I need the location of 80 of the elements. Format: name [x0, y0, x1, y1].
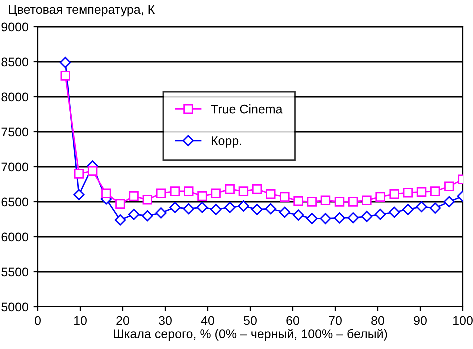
- point: [266, 189, 276, 200]
- x-tick-label: 70: [329, 316, 342, 326]
- y-tick-label: 8500: [2, 58, 28, 67]
- point: [279, 206, 291, 218]
- point: [252, 184, 262, 194]
- point: [280, 192, 290, 202]
- point: [444, 182, 454, 192]
- point: [184, 186, 194, 196]
- point: [210, 204, 222, 216]
- x-tick-label: 90: [414, 316, 427, 326]
- point: [374, 208, 386, 220]
- y-tick-label: 7000: [2, 162, 28, 172]
- point: [294, 196, 304, 206]
- point: [376, 192, 386, 202]
- x-tick-label: 30: [159, 316, 172, 326]
- x-tick-label: 60: [286, 316, 300, 326]
- x-tick-label: 20: [116, 316, 130, 326]
- point: [128, 208, 140, 220]
- point: [320, 196, 331, 206]
- point: [362, 196, 372, 206]
- point: [238, 186, 249, 196]
- point: [306, 213, 318, 224]
- point: [390, 189, 400, 200]
- point: [156, 188, 166, 198]
- x-tick-label: 100: [454, 316, 473, 326]
- point: [361, 211, 373, 222]
- point: [444, 196, 456, 208]
- point: [225, 184, 235, 194]
- point: [114, 214, 126, 226]
- y-tick-label: 7500: [2, 128, 28, 137]
- point: [430, 202, 441, 214]
- point: [211, 188, 221, 198]
- point: [348, 197, 358, 207]
- x-tick-label: 40: [201, 316, 214, 326]
- point: [142, 195, 153, 205]
- point: [416, 201, 428, 213]
- point: [334, 197, 345, 207]
- point: [170, 186, 180, 196]
- y-tick-label: 8000: [2, 92, 28, 102]
- y-tick-label: 5500: [2, 268, 28, 277]
- x-tick-label: 80: [372, 316, 384, 326]
- point: [320, 213, 332, 224]
- point: [292, 210, 304, 221]
- y-axis-title: Цветовая температура, К: [9, 5, 156, 17]
- x-tick-label: 0: [35, 316, 41, 326]
- point: [348, 212, 359, 224]
- point: [224, 202, 236, 214]
- point: [102, 188, 112, 198]
- point: [265, 203, 277, 215]
- point: [198, 192, 208, 202]
- point: [403, 188, 414, 198]
- point: [416, 187, 427, 198]
- point: [116, 199, 126, 209]
- x-tick-label: 50: [244, 316, 257, 326]
- point: [156, 208, 167, 219]
- point: [88, 166, 98, 176]
- point: [334, 212, 346, 224]
- point: [60, 71, 70, 81]
- point: [170, 202, 181, 214]
- y-tick-label: 6500: [2, 198, 28, 207]
- legend-label: True Cinema: [211, 104, 283, 114]
- point: [307, 197, 317, 207]
- point: [388, 206, 400, 218]
- x-axis-title: Шкала серого, % (0% – черный, 100% – белый): [114, 329, 388, 341]
- point: [129, 192, 139, 202]
- point: [196, 202, 208, 214]
- point: [238, 200, 250, 212]
- y-tick-label: 5000: [2, 302, 28, 312]
- point: [142, 210, 154, 222]
- y-tick-label: 9000: [2, 22, 28, 32]
- y-tick-label: 6000: [2, 232, 28, 242]
- point: [60, 57, 72, 68]
- point: [430, 186, 440, 196]
- point: [74, 189, 85, 201]
- x-tick-label: 10: [74, 316, 87, 326]
- legend-label: Корр.: [212, 136, 242, 148]
- point: [74, 169, 84, 179]
- point: [183, 203, 194, 215]
- point: [252, 204, 263, 216]
- point: [402, 204, 414, 216]
